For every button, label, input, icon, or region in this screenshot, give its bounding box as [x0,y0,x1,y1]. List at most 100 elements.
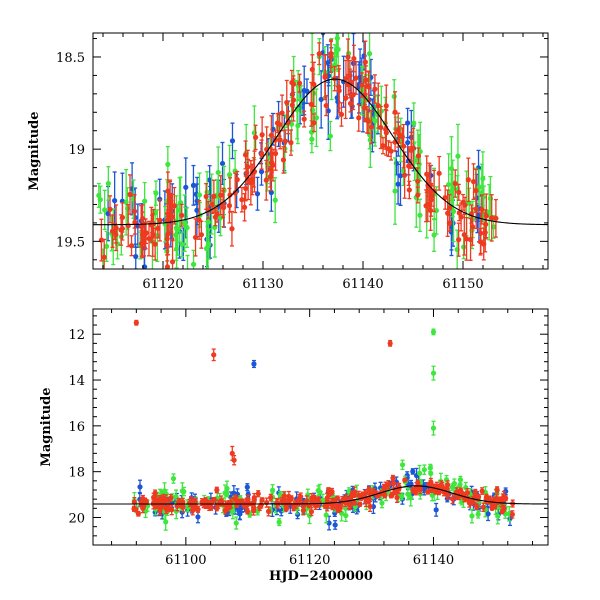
x-tick-label: 61130 [242,277,283,292]
blue-data-point [326,520,332,526]
red-data-point [406,163,412,169]
red-data-point [329,489,335,495]
red-data-point [258,502,264,508]
full-lightcurve-panel: 61100 61120 61140 12 14 16 18 20 Magnitude HJD−… [39,308,549,584]
red-data-point [372,86,378,92]
red-data-point [323,102,329,109]
red-data-point [492,503,498,509]
full-y-axis-label: Magnitude [39,387,54,466]
red-data-point [140,496,146,502]
green-data-point [102,207,108,213]
blue-data-point [410,468,416,475]
red-data-point [345,54,351,60]
blue-data-point [301,87,307,94]
red-data-point [163,496,169,502]
red-data-point [445,482,451,488]
red-data-point [280,157,287,163]
red-data-point [311,120,317,126]
green-data-point [334,35,340,41]
red-data-point [192,502,198,508]
blue-data-point [183,184,189,190]
red-data-point [283,506,290,512]
red-data-point [402,477,408,483]
red-data-point [244,508,251,514]
red-data-point [231,457,237,463]
green-data-point [272,197,278,203]
red-data-point [241,204,248,210]
red-data-point [239,197,245,203]
red-data-point [493,495,500,501]
green-data-point [431,232,437,238]
green-data-point [165,161,171,167]
red-data-point [359,82,365,88]
green-data-point [495,513,501,519]
red-data-point [406,187,412,193]
red-data-point [300,507,307,514]
green-data-point [196,192,203,198]
blue-data-point [219,160,226,167]
red-data-point [152,241,158,247]
green-data-point [142,198,148,204]
green-data-point [217,215,224,221]
green-data-point [366,51,373,57]
full-model-curve [93,485,548,505]
blue-data-point [325,60,331,66]
green-data-point [317,489,323,495]
blue-data-point [325,108,331,114]
green-data-point [276,519,282,525]
red-data-point [268,166,274,172]
green-data-point [309,136,315,142]
green-data-point [476,184,482,190]
red-data-point [214,211,220,217]
red-data-point [265,508,272,514]
green-data-point [313,115,320,121]
blue-data-point [397,173,404,179]
red-data-point [375,103,381,109]
red-data-point [390,480,397,487]
red-data-point [347,100,354,107]
red-data-point [442,194,448,201]
red-data-point [357,501,363,507]
red-data-point [385,146,392,152]
red-data-point [414,485,420,491]
blue-data-point [251,361,257,367]
red-data-point [282,138,288,144]
red-data-point [288,140,294,146]
green-data-point [480,176,486,182]
green-data-point [430,425,437,431]
y-tick-label: 20 [68,512,85,527]
red-data-point [244,499,250,505]
red-data-point [378,124,384,131]
blue-data-point [229,138,236,144]
red-data-point [383,103,389,109]
y-tick-label: 19 [68,143,85,158]
red-data-point [382,492,388,499]
red-data-point [479,488,485,494]
red-data-point [389,491,395,498]
green-data-point [203,245,210,252]
zoomed-axes: 61120 61130 61140 61150 18.5 19 19.5 [56,32,549,292]
red-data-point [113,231,119,238]
red-data-point [509,511,515,518]
red-data-point [268,132,274,138]
red-data-point [347,72,353,79]
red-data-point [165,211,171,217]
green-data-point [215,169,221,176]
blue-data-point [332,522,338,528]
red-data-point [269,159,275,166]
red-data-point [399,134,405,140]
red-data-point [210,498,216,504]
green-data-point [173,508,179,514]
green-data-point [226,172,233,178]
red-data-point [132,219,138,225]
red-data-point [425,489,431,495]
red-data-point [479,206,485,213]
red-data-point [356,115,362,121]
red-data-point [101,254,107,260]
green-data-point [416,161,422,167]
red-data-point [211,352,217,358]
red-data-point [469,224,476,230]
blue-data-point [112,198,118,204]
red-data-point [343,495,349,501]
green-data-point [448,165,455,172]
